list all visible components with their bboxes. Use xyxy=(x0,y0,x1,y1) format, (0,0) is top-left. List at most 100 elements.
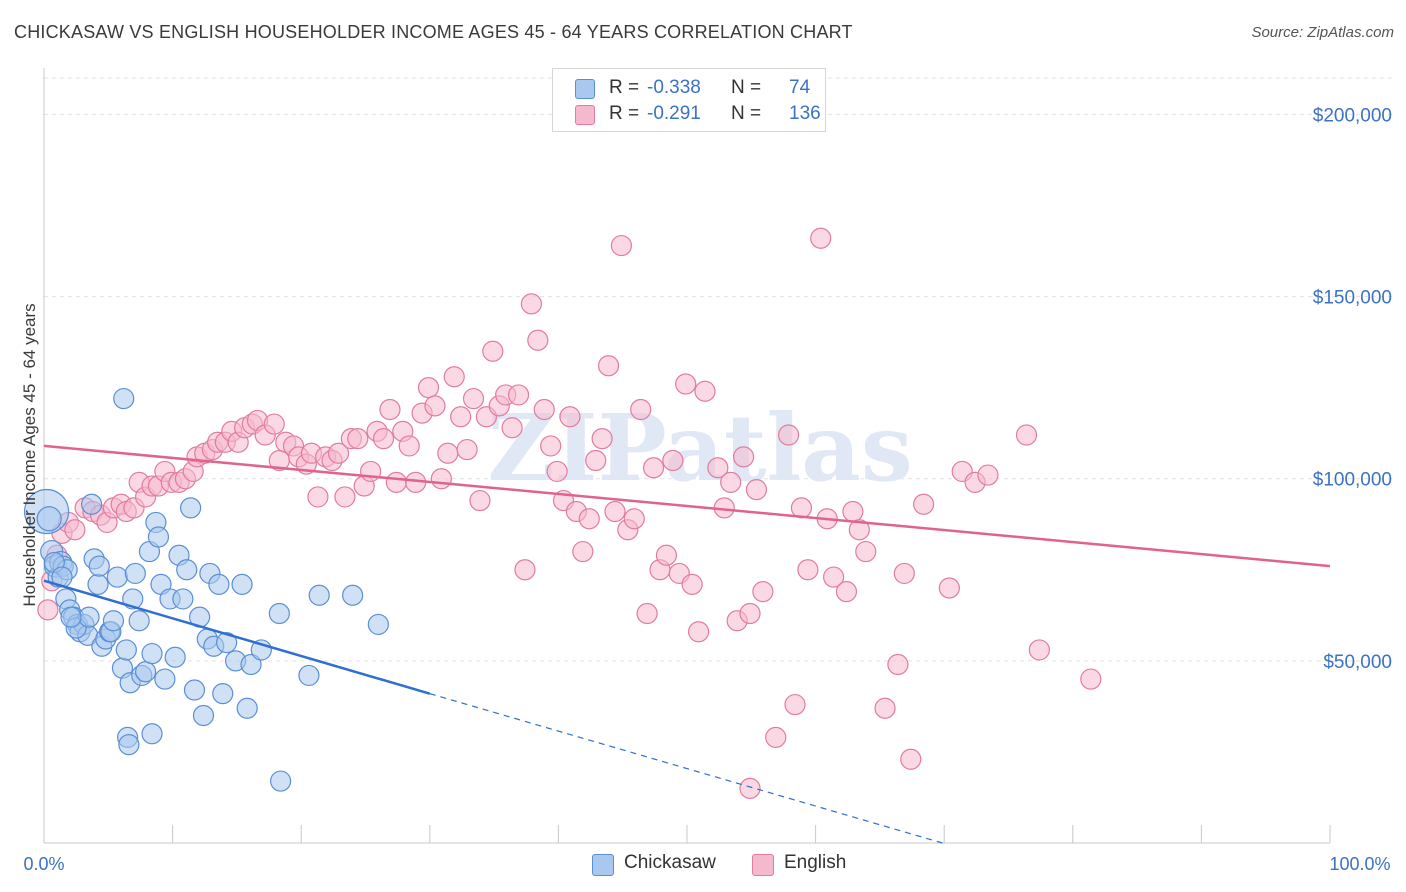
data-point xyxy=(424,395,446,417)
chickasaw-swatch xyxy=(592,854,614,876)
data-point xyxy=(874,697,896,719)
data-point xyxy=(527,329,549,351)
data-point xyxy=(134,661,157,683)
data-point xyxy=(681,573,703,595)
data-point xyxy=(263,413,285,435)
y-tick-label: $150,000 xyxy=(1313,288,1392,309)
x-tick-label: 0.0% xyxy=(23,854,64,874)
data-point xyxy=(106,566,128,588)
data-point xyxy=(546,460,568,483)
data-point xyxy=(115,639,137,661)
data-point xyxy=(450,406,472,428)
n-value: 136 xyxy=(789,103,821,124)
data-point xyxy=(80,493,103,515)
data-point xyxy=(37,599,59,621)
data-point xyxy=(172,588,194,610)
data-point xyxy=(208,573,230,595)
r-value: -0.291 xyxy=(647,103,701,124)
data-point xyxy=(977,464,999,486)
n-label: N = xyxy=(731,103,762,124)
y-tick-label: $50,000 xyxy=(1323,652,1392,673)
data-point xyxy=(385,471,407,493)
data-point xyxy=(610,234,633,257)
data-point xyxy=(231,573,253,595)
data-point xyxy=(462,387,485,410)
data-point xyxy=(797,559,819,581)
data-point xyxy=(835,581,858,603)
data-point xyxy=(642,457,665,479)
data-point xyxy=(675,373,697,395)
chickasaw-trend-extension xyxy=(429,693,943,844)
data-point xyxy=(327,442,350,464)
data-point xyxy=(236,697,258,719)
data-point xyxy=(430,468,452,490)
data-point xyxy=(591,428,613,450)
data-point xyxy=(469,489,491,512)
data-point xyxy=(842,500,864,523)
data-point xyxy=(347,428,369,450)
data-point xyxy=(113,387,135,410)
data-point xyxy=(938,577,960,599)
data-point xyxy=(398,435,420,457)
data-point xyxy=(752,581,774,603)
data-point xyxy=(636,602,658,625)
chickasaw-trend-line xyxy=(43,579,431,695)
data-point xyxy=(893,562,915,585)
source-label: Source: ZipAtlas.com xyxy=(1251,24,1394,41)
data-point xyxy=(437,442,459,464)
data-point xyxy=(154,668,176,690)
data-point xyxy=(887,653,909,676)
data-point xyxy=(630,398,652,421)
data-point xyxy=(118,734,140,756)
data-point xyxy=(183,679,206,701)
data-point xyxy=(164,646,186,668)
data-point xyxy=(456,438,478,461)
data-point xyxy=(307,486,329,508)
legend-label: Chickasaw xyxy=(624,852,716,873)
y-axis-label: Householder Income Ages 45 - 64 years xyxy=(20,303,39,607)
x-tick-label: 100.0% xyxy=(1329,854,1390,874)
r-value: -0.338 xyxy=(647,77,701,98)
stats-legend: R = -0.338 N = 74 R = -0.291 N = 136 xyxy=(552,68,826,132)
data-point xyxy=(379,398,401,421)
data-point xyxy=(823,566,845,588)
data-point xyxy=(810,227,832,249)
n-label: N = xyxy=(731,77,762,98)
data-point xyxy=(720,471,742,493)
data-point xyxy=(180,497,202,519)
data-point xyxy=(87,573,109,595)
data-point xyxy=(78,606,100,628)
data-point xyxy=(900,748,922,770)
data-point xyxy=(417,377,440,399)
data-point xyxy=(64,519,86,541)
data-point xyxy=(88,555,110,577)
data-point xyxy=(507,384,530,406)
data-point xyxy=(124,562,146,585)
data-point xyxy=(141,723,163,745)
data-point xyxy=(739,777,761,799)
data-point xyxy=(501,417,523,439)
data-point xyxy=(514,559,536,581)
data-point xyxy=(270,770,292,792)
english-trend-line xyxy=(43,444,1331,568)
data-point xyxy=(585,449,607,472)
chickasaw-swatch xyxy=(575,79,595,99)
data-point xyxy=(913,493,935,515)
data-point xyxy=(128,610,150,632)
y-tick-label: $200,000 xyxy=(1313,105,1392,126)
data-point xyxy=(268,602,290,625)
trend-lines xyxy=(43,444,1331,844)
data-point xyxy=(60,606,82,628)
r-label: R = xyxy=(609,77,640,98)
data-point xyxy=(520,293,542,315)
data-point xyxy=(739,602,761,625)
data-point xyxy=(784,693,806,716)
grid-lines xyxy=(44,77,1392,662)
n-value: 74 xyxy=(789,77,811,98)
data-point xyxy=(102,610,125,632)
data-point xyxy=(694,380,716,402)
r-label: R = xyxy=(609,103,640,124)
y-axis-ticks: $50,000 $100,000 $150,000 $200,000 xyxy=(1313,105,1392,672)
legend-label: English xyxy=(784,852,847,873)
